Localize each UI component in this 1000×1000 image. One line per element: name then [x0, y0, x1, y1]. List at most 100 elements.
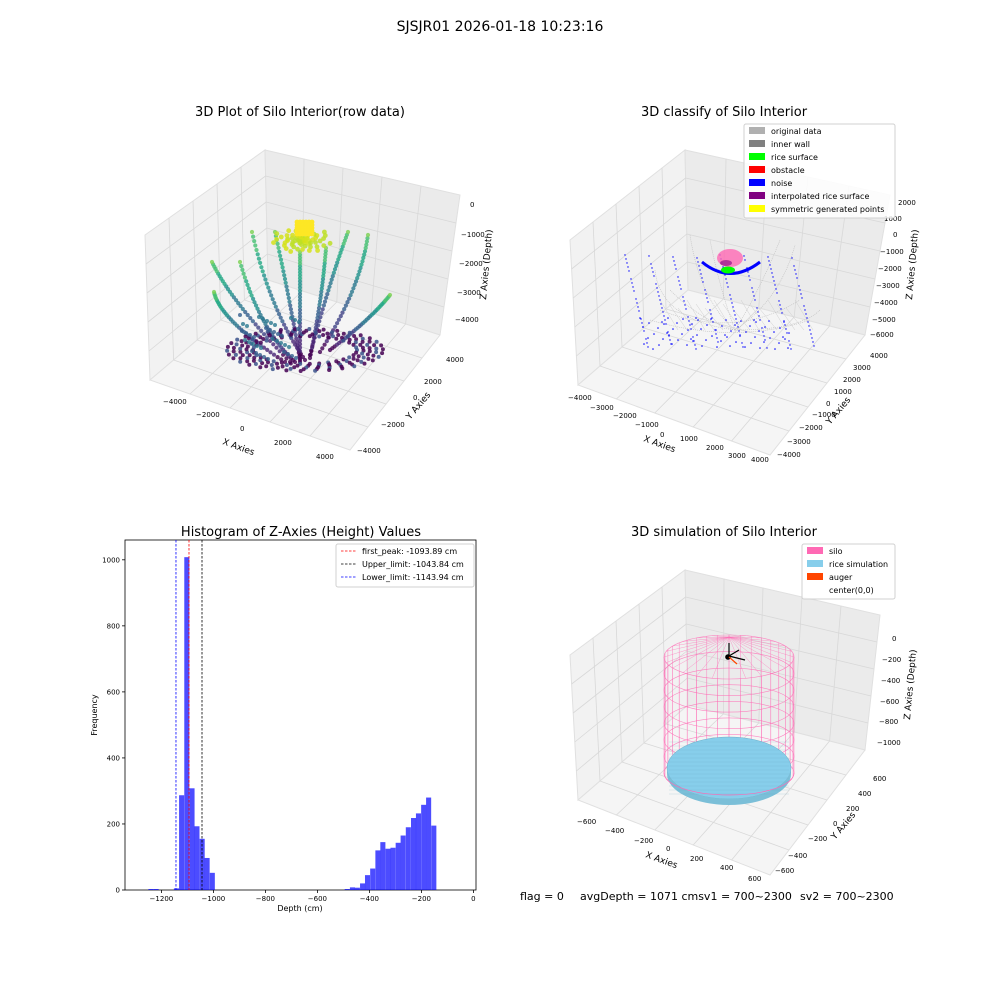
raw-point — [297, 349, 303, 354]
noise-point — [648, 322, 650, 324]
raw-point — [316, 309, 321, 314]
y-tick: 600 — [873, 775, 886, 783]
legend-swatch — [807, 586, 823, 593]
original-data-strand — [734, 309, 821, 331]
legend-label: Upper_limit: -1043.84 cm — [362, 560, 464, 569]
z-tick: −3000 — [876, 282, 900, 290]
noise-point — [749, 325, 751, 327]
raw-point — [249, 229, 255, 235]
raw-point — [290, 232, 295, 238]
raw-point — [265, 347, 270, 352]
noise-point — [657, 327, 659, 329]
noise-point — [686, 344, 688, 346]
raw-point — [358, 265, 363, 271]
noise-point — [690, 328, 692, 330]
noise-point — [729, 294, 731, 296]
histogram-y-ticks: 0 200 400 600 800 1000 — [102, 556, 125, 895]
x-tick: 400 — [720, 864, 733, 872]
raw-point — [252, 335, 256, 339]
silo-front-ring — [663, 772, 795, 796]
silo-ring — [663, 684, 795, 730]
classify-z-label: Z Axies (Depth) — [905, 229, 921, 300]
histogram-bar — [360, 883, 366, 890]
noise-point — [646, 342, 648, 344]
noise-point — [784, 338, 786, 340]
raw-point — [347, 296, 352, 301]
raw-point — [321, 267, 327, 272]
x-tick: −2000 — [196, 411, 220, 419]
noise-point — [774, 348, 776, 350]
original-data-strand — [689, 234, 736, 331]
raw-point — [240, 329, 244, 333]
x-tick-label: −600 — [308, 895, 327, 903]
noise-point — [788, 340, 790, 342]
grid-line — [723, 158, 727, 300]
raw-point — [379, 343, 384, 348]
noise-point — [781, 312, 783, 314]
noise-point — [690, 338, 692, 340]
raw-point — [243, 338, 247, 342]
raw-point — [277, 249, 282, 254]
original-data-strand — [785, 307, 805, 331]
raw-point — [226, 352, 231, 357]
grid-line — [145, 175, 266, 265]
raw-point — [327, 240, 333, 246]
z-tick: −1000 — [877, 739, 901, 747]
raw-point — [320, 277, 326, 282]
noise-point — [697, 261, 699, 263]
raw-point — [297, 276, 303, 281]
noise-point — [673, 260, 675, 262]
noise-point — [664, 319, 666, 321]
raw-point — [245, 282, 250, 287]
histogram-bar — [415, 813, 422, 890]
classify-plot-title: 3D classify of Silo Interior — [641, 105, 808, 120]
histogram-bar — [421, 804, 427, 890]
noise-point — [710, 318, 712, 320]
raw-point — [297, 238, 303, 244]
raw-point — [292, 365, 297, 370]
raw-point — [270, 297, 275, 302]
raw-point — [239, 263, 244, 269]
raw-point — [360, 345, 365, 350]
histogram-bar — [380, 842, 386, 890]
grid-line — [829, 605, 842, 742]
histogram-bar — [194, 826, 200, 890]
raw-point — [287, 345, 291, 349]
silo-roof-wire — [728, 636, 795, 658]
raw-point — [363, 245, 368, 251]
raw-point — [310, 342, 315, 347]
raw-point — [326, 335, 331, 340]
raw-point — [262, 273, 267, 278]
raw-point — [281, 269, 286, 274]
raw-point — [315, 315, 320, 320]
raw-point — [251, 345, 256, 350]
y-tick: 3000 — [853, 364, 871, 372]
noise-point — [647, 337, 649, 339]
raw-point — [367, 336, 372, 341]
original-data-strand — [695, 303, 715, 331]
x-tick-label: −800 — [256, 895, 275, 903]
noise-point — [668, 334, 670, 336]
grid-line — [687, 261, 871, 308]
grid-line — [599, 780, 790, 851]
raw-point — [258, 340, 263, 345]
silo-roof-wire — [728, 636, 792, 652]
raw-point — [308, 352, 313, 357]
raw-point — [314, 244, 320, 250]
raw-point — [236, 301, 241, 306]
legend-label: inner wall — [771, 140, 810, 149]
grid-line — [592, 221, 601, 367]
original-data-strand — [740, 299, 760, 331]
raw-point — [255, 306, 260, 311]
grid-line — [336, 167, 344, 303]
raw-point — [371, 353, 376, 358]
raw-point — [325, 292, 330, 297]
y-tick: 2000 — [843, 376, 861, 384]
noise-point — [786, 332, 788, 334]
raw-point — [244, 331, 248, 335]
raw-point — [352, 282, 357, 287]
x-tick: −600 — [577, 818, 596, 826]
raw-point — [315, 248, 320, 253]
grid-line — [793, 596, 803, 733]
noise-point — [709, 309, 711, 311]
